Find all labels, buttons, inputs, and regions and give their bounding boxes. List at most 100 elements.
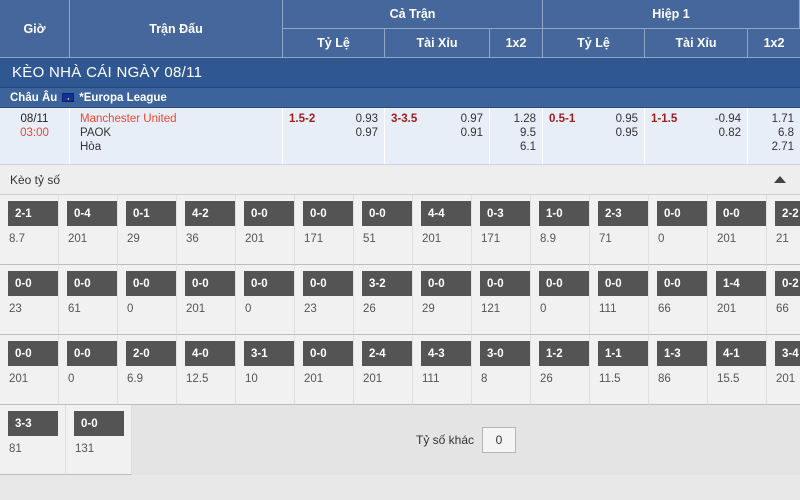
score-badge: 3-0 [480,341,530,366]
score-badge: 1-3 [657,341,707,366]
score-badge: 0-0 [8,271,58,296]
score-odds-cell[interactable]: 0-2 66 [767,265,800,335]
score-odds-cell[interactable]: 3-1 10 [236,335,295,405]
score-odds-cell[interactable]: 2-2 21 [767,195,800,265]
score-odd-value: 8.9 [540,233,556,245]
score-odds-cell[interactable]: 0-1 29 [118,195,177,265]
table-row[interactable]: 08/11 03:00 Manchester United PAOK Hòa 1… [0,108,800,165]
score-odd-value: 12.5 [186,373,209,385]
score-odds-cell[interactable]: 0-0 0 [59,335,118,405]
score-odds-cell[interactable]: 1-0 8.9 [531,195,590,265]
score-badge: 0-0 [244,201,294,226]
score-odds-cell[interactable]: 0-0 0 [236,265,295,335]
score-badge: 0-0 [657,271,707,296]
league-name: *Europa League [79,91,167,104]
eu-flag-icon [62,93,75,103]
score-badge: 4-4 [421,201,471,226]
score-odds-cell[interactable]: 0-0 171 [295,195,354,265]
score-odds-cell[interactable]: 4-2 36 [177,195,236,265]
score-badge: 0-0 [8,341,58,366]
score-odd-value: 15.5 [717,373,740,385]
score-odds-cell[interactable]: 3-4 201 [767,335,800,405]
score-odd-value: 201 [245,233,265,245]
score-odds-cell[interactable]: 2-4 201 [354,335,413,405]
score-odd-value: 71 [599,233,612,245]
firsthalf-1x2-cell[interactable]: 1.71 6.8 2.71 [748,108,800,164]
score-odds-cell[interactable]: 0-0 201 [0,335,59,405]
score-odds-cell[interactable]: 4-1 15.5 [708,335,767,405]
score-badge: 0-0 [303,341,353,366]
score-odds-cell[interactable]: 0-0 121 [472,265,531,335]
score-odds-cell[interactable]: 3-0 8 [472,335,531,405]
score-odds-cell[interactable]: 0-3 171 [472,195,531,265]
score-odds-section-header[interactable]: Kèo tỷ số [0,165,800,195]
score-badge: 1-2 [539,341,589,366]
score-badge: 0-0 [480,271,530,296]
score-odds-cell[interactable]: 0-0 0 [118,265,177,335]
score-badge: 0-0 [67,341,117,366]
score-odds-cell[interactable]: 0-0 111 [590,265,649,335]
score-odds-cell[interactable]: 3-2 26 [354,265,413,335]
score-odds-cell[interactable]: 0-0 23 [295,265,354,335]
fulltime-1x2-draw: 9.5 [520,127,536,139]
score-badge: 0-0 [74,411,124,436]
score-odds-cell[interactable]: 0-0 201 [177,265,236,335]
score-odd-value: 201 [422,233,442,245]
score-odds-cell[interactable]: 0-0 66 [649,265,708,335]
fulltime-overunder-cell[interactable]: 3-3.5 0.97 0.91 [385,108,490,164]
score-badge: 3-4 [775,341,800,366]
score-badge: 0-0 [244,271,294,296]
score-odds-cell[interactable]: 3-3 81 [0,405,66,475]
score-odd-value: 0 [245,303,252,315]
score-odds-cell[interactable]: 2-0 6.9 [118,335,177,405]
other-score-area: Tỷ số khác 0 [132,405,800,475]
score-odds-cell[interactable]: 1-4 201 [708,265,767,335]
score-odd-value: 201 [717,233,737,245]
fulltime-1x2-cell[interactable]: 1.28 9.5 6.1 [490,108,543,164]
score-odds-cell[interactable]: 4-4 201 [413,195,472,265]
score-odds-cell[interactable]: 2-3 71 [590,195,649,265]
firsthalf-handicap-cell[interactable]: 0.5-1 0.95 0.95 [543,108,645,164]
home-team-name: Manchester United [80,113,177,125]
score-odds-cell[interactable]: 0-0 29 [413,265,472,335]
other-score-input[interactable]: 0 [482,427,517,453]
score-odds-cell[interactable]: 0-0 131 [66,405,132,475]
score-odds-cell[interactable]: 0-4 201 [59,195,118,265]
score-odds-cell[interactable]: 0-0 201 [708,195,767,265]
score-odd-value: 21 [776,233,789,245]
league-row[interactable]: Châu Âu *Europa League [0,88,800,108]
score-odd-value: 121 [481,303,501,315]
score-odds-row: 3-3 81 0-0 131 Tỷ số khác 0 [0,405,800,475]
score-odds-cell[interactable]: 0-0 61 [59,265,118,335]
score-odds-cell[interactable]: 4-3 111 [413,335,472,405]
score-badge: 0-0 [716,201,766,226]
score-odd-value: 81 [9,443,22,455]
subcolumn-firsthalf-1x2: 1x2 [748,29,800,58]
score-odd-value: 201 [68,233,88,245]
score-odds-cell[interactable]: 1-3 86 [649,335,708,405]
score-odds-cell[interactable]: 0-0 201 [236,195,295,265]
fulltime-handicap-odd-away: 0.97 [355,127,378,139]
score-odd-value: 51 [363,233,376,245]
score-odd-value: 11.5 [599,373,621,385]
score-badge: 0-4 [67,201,117,226]
score-odds-cell[interactable]: 4-0 12.5 [177,335,236,405]
score-odds-cell[interactable]: 0-0 201 [295,335,354,405]
caret-up-icon[interactable] [774,176,786,183]
score-odds-cell[interactable]: 0-0 0 [649,195,708,265]
fulltime-handicap-cell[interactable]: 1.5-2 0.93 0.97 [283,108,385,164]
score-odds-cell[interactable]: 1-1 11.5 [590,335,649,405]
score-odd-value: 8 [481,373,488,385]
score-odds-cell[interactable]: 2-1 8.7 [0,195,59,265]
score-badge: 4-3 [421,341,471,366]
score-odd-value: 111 [599,303,617,315]
firsthalf-overunder-cell[interactable]: 1-1.5 -0.94 0.82 [645,108,748,164]
score-odds-cell[interactable]: 1-2 26 [531,335,590,405]
score-odds-cell[interactable]: 0-0 0 [531,265,590,335]
score-badge: 0-0 [67,271,117,296]
score-odds-cell[interactable]: 0-0 23 [0,265,59,335]
column-header-match: Trận Đấu [70,0,283,58]
score-odds-cell[interactable]: 0-0 51 [354,195,413,265]
score-odd-value: 111 [422,373,440,385]
score-badge: 0-0 [126,271,176,296]
